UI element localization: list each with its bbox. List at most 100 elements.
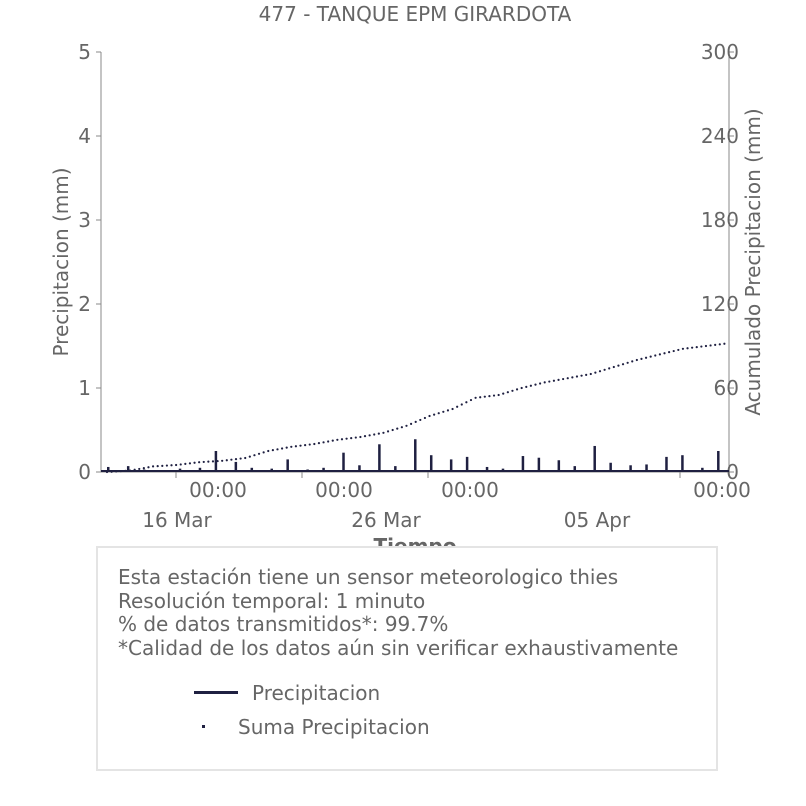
x-axis: 00:00 16 Mar 00:00 26 Mar 00:00 05 Apr 00:00 [142,472,751,532]
cumulative-dot [511,389,514,392]
cumulative-dot [363,435,367,438]
precipitation-bar [665,456,668,472]
left-tick-label: 5 [78,40,91,64]
cumulative-dot [230,458,233,461]
precipitation-bar [234,461,238,472]
cumulative-dot [621,363,625,366]
chart: 477 - TANQUE EPM GIRARDOTA 0 1 2 3 4 5 0 60 120… [49,2,765,558]
precipitation-bar [342,452,345,472]
cumulative-dot [271,449,274,452]
cumulative-dot [294,445,298,448]
precipitation-bar [394,466,397,472]
cumulative-dot [515,388,519,391]
cumulative-dot [534,383,537,386]
cumulative-dot [405,424,408,427]
cumulative-dot [617,364,620,367]
precipitation-bar [629,465,632,472]
cumulative-dot [456,405,459,408]
cumulative-dot [414,420,417,423]
cumulative-dot [704,344,708,348]
cumulative-dot [566,377,569,380]
left-tick-label: 2 [78,292,91,316]
cumulative-dot [428,414,431,418]
cumulative-dot [322,441,325,444]
cumulative-dot [331,439,334,442]
cumulative-dot [681,347,685,350]
cumulative-dot [377,432,380,435]
cumulative-dot [138,467,141,471]
cumulative-dot [110,470,113,473]
right-tick-label: 0 [726,460,739,484]
cumulative-dot [571,376,574,379]
cumulative-dot [147,466,150,469]
cumulative-dot [115,470,118,473]
cumulative-dot [691,346,694,349]
cumulative-dot [198,461,201,464]
precipitation-bar [250,467,254,472]
cumulative-dot [124,469,127,472]
right-tick-label: 120 [701,292,739,316]
cumulative-dot [340,438,344,441]
cumulative-dot [285,446,288,449]
cumulative-dot [548,380,551,383]
precipitation-bar [609,462,612,472]
cumulative-dot [529,384,532,387]
legend-item-suma: Suma Precipitacion [238,715,430,739]
cumulative-dot [718,343,721,346]
cumulative-dot [658,353,661,356]
cumulative-dot [446,409,450,412]
cumulative-dot [359,435,362,439]
cumulative-dot [598,370,602,373]
right-tick-label: 300 [701,40,739,64]
cumulative-dot [142,466,145,470]
cumulative-dot [488,395,491,398]
x-tick-time-label: 00:00 [189,478,247,502]
precipitation-bar [198,467,202,472]
precipitation-bar [449,459,453,472]
cumulative-dot [257,452,261,455]
cumulative-dot [585,373,588,376]
cumulative-dot [308,443,311,446]
cumulative-dot [469,398,473,402]
cumulative-dot [211,460,215,463]
cumulative-dot [345,437,348,440]
cumulative-dot [119,470,122,473]
cumulative-dot [248,455,251,458]
precipitation-bar [573,466,577,472]
y2-axis-label: Acumulado Precipitacion (mm) [741,108,765,415]
precipitation-bar [107,466,110,472]
cumulative-dot [575,375,579,378]
cumulative-dot [165,464,168,467]
precipitation-bar [537,457,541,472]
precipitation-bar [465,456,469,472]
cumulative-dot [276,448,279,451]
cumulative-dot [557,378,560,381]
right-tick-label: 60 [714,376,739,400]
cumulative-dot [635,358,638,362]
cumulative-dot [608,367,611,370]
right-tick-label: 180 [701,208,739,232]
cumulative-dot [594,371,597,374]
cumulative-dot [668,351,671,354]
cumulative-dot [700,345,703,348]
x-tick-date-label: 16 Mar [142,508,212,532]
precipitation-bar [717,451,720,472]
cumulative-dot [580,374,583,377]
cumulative-dot [373,433,376,436]
cumulative-dot [419,418,422,422]
left-y-axis: 0 1 2 3 4 5 [78,40,101,484]
cumulative-dot [502,392,505,395]
left-tick-label: 0 [78,460,91,484]
legend-dot-swatch [202,725,205,728]
cumulative-dot [280,447,284,450]
cumulative-dot [520,386,523,390]
cumulative-dot [672,349,675,353]
cumulative-dot [525,385,528,388]
cumulative-dot [396,427,399,430]
precipitation-bar [378,444,381,472]
cumulative-dot [151,465,155,468]
cumulative-dots [105,342,726,474]
cumulative-dot [612,365,615,369]
cumulative-dot [437,412,440,415]
cumulative-dot [663,352,666,355]
